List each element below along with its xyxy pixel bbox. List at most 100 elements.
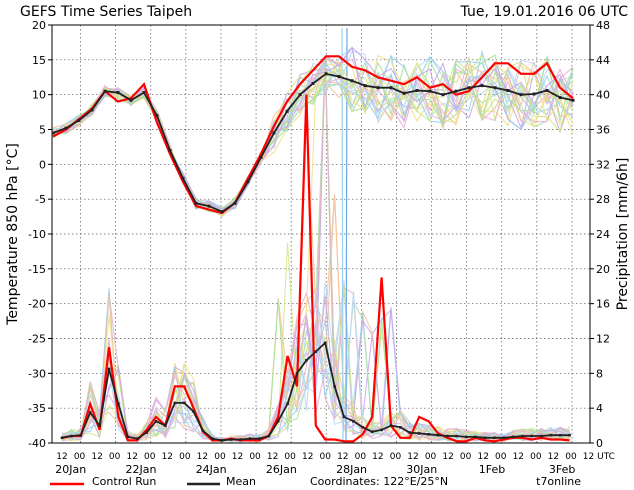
mean-temperature-point [311, 82, 315, 86]
mean-precipitation-point [164, 424, 167, 427]
right-tick-label: 36 [596, 124, 610, 137]
left-tick-label: -35 [28, 402, 46, 415]
x-hour-label: 12 [513, 452, 524, 462]
right-tick-label: 16 [596, 298, 610, 311]
legend-control-label: Control Run [92, 475, 156, 488]
mean-precipitation-point [88, 411, 92, 414]
mean-precipitation-point [126, 435, 130, 439]
brand-label: t7online [536, 475, 581, 488]
left-tick-label: -5 [35, 193, 46, 206]
mean-markers [51, 72, 575, 442]
left-tick-label: -40 [28, 437, 46, 450]
mean-temperature-point [441, 93, 445, 97]
mean-precipitation-point [455, 434, 459, 438]
x-hour-label: 00 [390, 452, 402, 462]
mean-precipitation-point [295, 372, 299, 375]
right-tick-label: 0 [596, 437, 603, 450]
left-tick-label: 0 [39, 158, 46, 171]
right-tick-label: 48 [596, 19, 610, 32]
x-hour-label: 00 [530, 452, 542, 462]
x-hour-label: 12 [583, 452, 594, 462]
x-hour-label: 12 [197, 452, 208, 462]
left-tick-label: 15 [32, 54, 46, 67]
mean-temperature-point [402, 91, 406, 95]
mean-temperature-point [103, 89, 107, 93]
x-hour-label: 00 [214, 452, 226, 462]
left-tick-label: 5 [39, 124, 46, 137]
mean-precipitation-point [389, 424, 393, 427]
mean-precipitation-point [248, 437, 252, 440]
right-tick-label: 44 [596, 54, 610, 67]
left-tick-label: -20 [28, 298, 46, 311]
mean-precipitation-point [342, 415, 346, 419]
mean-temperature-point [207, 204, 211, 208]
left-tick-label: -25 [28, 333, 46, 346]
mean-precipitation-point [173, 401, 177, 405]
left-tick-label: 10 [32, 89, 46, 102]
x-hour-label: 00 [355, 452, 367, 462]
x-hour-label: 12 [548, 452, 559, 462]
right-tick-label: 8 [596, 367, 603, 380]
x-date-label: 1Feb [479, 463, 505, 476]
chart-title: GEFS Time Series Taipeh [20, 4, 192, 20]
mean-temperature-point [571, 98, 575, 102]
x-date-ticks: 20Jan 22Jan 24Jan 26Jan 28Jan 30Jan 1Feb 3Feb [55, 463, 575, 476]
mean-temperature-point [220, 210, 224, 214]
mean-precipitation-point [276, 419, 280, 423]
mean-precipitation-point [540, 434, 543, 438]
x-date-label: 26Jan [266, 463, 297, 476]
mean-precipitation-point [530, 434, 534, 438]
x-hour-label: 12 [56, 452, 67, 462]
mean-precipitation-point [493, 436, 496, 440]
mean-temperature-point [77, 118, 81, 122]
mean-precipitation-point [60, 436, 64, 440]
left-tick-label: -15 [28, 263, 46, 276]
x-hour-label: 12 [372, 452, 383, 462]
mean-precipitation-point [267, 434, 271, 438]
coordinates-label: Coordinates: 122°E/25°N [310, 475, 448, 488]
mean-temperature-point [155, 114, 159, 118]
mean-precipitation-point [182, 401, 186, 405]
x-hour-label: 12 [232, 452, 243, 462]
mean-temperature-point [506, 88, 510, 92]
mean-temperature-point [129, 98, 133, 102]
x-hour-label: 00 [460, 452, 472, 462]
right-tick-label: 32 [596, 158, 610, 171]
mean-temperature-point [272, 131, 276, 135]
member-precipitation-spike [341, 27, 344, 441]
x-hour-label: 00 [425, 452, 437, 462]
mean-temperature-point [90, 108, 94, 112]
x-hour-label: 12 [337, 452, 348, 462]
mean-precipitation-point [323, 341, 327, 345]
mean-precipitation-point [70, 434, 73, 438]
x-hour-label: 00 [249, 452, 261, 462]
x-hour-label: 00 [495, 452, 507, 462]
mean-precipitation-point [192, 410, 195, 413]
mean-precipitation-point [154, 419, 158, 423]
mean-precipitation-point [483, 436, 487, 440]
mean-temperature-point [558, 95, 562, 99]
control-run-temperature-line [52, 55, 574, 215]
mean-precipitation-point [436, 433, 440, 437]
member-temperature-line [52, 46, 574, 209]
right-tick-label: 40 [596, 89, 610, 102]
mean-temperature-point [51, 131, 55, 135]
x-hour-label: 12 [91, 452, 102, 462]
mean-precipitation-point [399, 426, 402, 429]
x-hour-label: 00 [284, 452, 296, 462]
member-temperature-line [52, 54, 574, 215]
mean-temperature-point [493, 86, 497, 90]
mean-precipitation-point [220, 439, 224, 442]
mean-temperature-point [337, 75, 341, 79]
mean-temperature-point [259, 155, 263, 159]
mean-temperature-point [285, 109, 289, 113]
mean-precipitation-point [417, 432, 421, 435]
mean-precipitation-point [464, 435, 468, 439]
mean-temperature-point [168, 148, 172, 152]
mean-precipitation-point [305, 358, 308, 362]
mean-precipitation-point [286, 402, 289, 406]
mean-temperature-point [428, 89, 432, 93]
right-tick-label: 28 [596, 193, 610, 206]
x-hour-label: 12 [126, 452, 137, 462]
